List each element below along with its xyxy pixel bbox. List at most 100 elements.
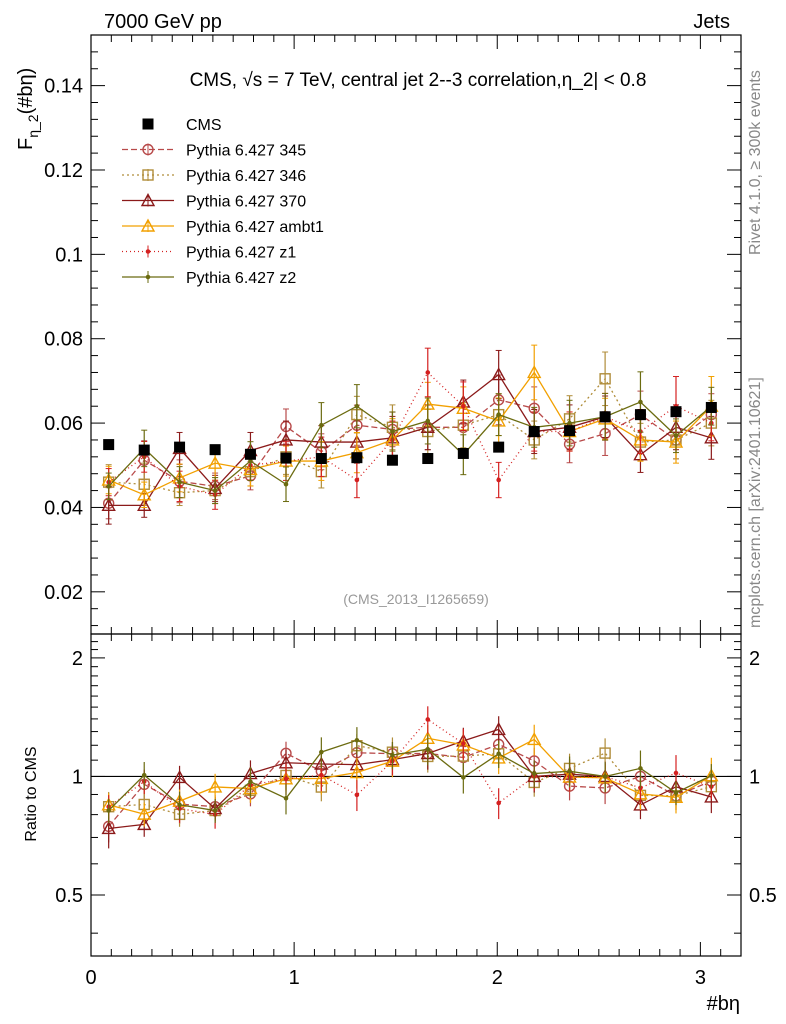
ratio-series-pythia-6.427-z2 (106, 727, 714, 823)
y-axis-label-sub: η_2 (25, 114, 41, 138)
ratio-point (319, 749, 324, 755)
ratio-plot-series (101, 706, 719, 849)
ratio-plot-frame (90, 633, 742, 957)
cms-data-point (670, 406, 682, 418)
cms-data-point (315, 453, 327, 465)
cms-data-point (493, 441, 505, 453)
ratio-point (106, 808, 111, 813)
ratio-point (527, 732, 542, 746)
ratio-point (709, 773, 714, 778)
y-tick-label: 0.14 (44, 76, 83, 98)
ratio-point (207, 779, 223, 793)
cms-data-point (634, 409, 646, 421)
main-plot-series (101, 344, 719, 525)
y-tick-label: 0.06 (44, 413, 83, 435)
ratio-point (638, 766, 643, 771)
y-tick-label: 0.04 (44, 497, 83, 519)
legend-marker (140, 193, 156, 207)
y-tick-label: 0.08 (44, 329, 83, 351)
ratio-point (283, 795, 289, 801)
cms-data-point (564, 425, 576, 437)
series-pythia-6.427-346 (102, 351, 718, 507)
legend-marker (140, 218, 156, 232)
main-plot-axes: 0.02 0.04 0.06 0.08 0.1 0.12 0.14 (44, 34, 742, 635)
ratio-plot-axes: 0 1 2 3 0.5 0.5 1 1 2 2 (55, 633, 777, 989)
ratio-series-line (108, 718, 712, 816)
data-point (527, 365, 542, 379)
ratio-point (212, 808, 218, 813)
data-point (212, 488, 218, 493)
ratio-point (567, 768, 572, 774)
data-point (177, 479, 182, 485)
ratio-point (283, 776, 289, 782)
ratio-point (461, 741, 466, 746)
series-line (108, 371, 712, 496)
legend-marker (142, 169, 154, 181)
ratio-point (602, 774, 608, 779)
y-tick-label: 0.12 (44, 160, 83, 182)
y-tick-label: 0.02 (44, 582, 83, 604)
legend-marker (142, 118, 154, 130)
data-point (425, 370, 431, 375)
ratio-point (390, 752, 395, 758)
x-axis-label: #bη (707, 993, 740, 1015)
ratio-point (177, 802, 182, 808)
cms-data-point (457, 447, 469, 459)
ratio-point (496, 751, 501, 757)
data-point (491, 367, 506, 381)
ratio-axis-label: Ratio to CMS (23, 746, 40, 841)
legend-entry: CMS (142, 117, 222, 134)
legend-marker (142, 143, 154, 156)
cms-data-point (280, 452, 292, 464)
data-point (137, 487, 152, 501)
ratio-point (461, 775, 466, 780)
series-pythia-6.427-z2 (105, 371, 715, 505)
legend-label: Pythia 6.427 ambt1 (186, 219, 324, 236)
ratio-point (137, 806, 152, 820)
ratio-point (531, 771, 537, 776)
ratio-tick-label-right: 2 (749, 648, 760, 670)
ratio-point (354, 792, 360, 798)
legend-label: Pythia 6.427 346 (186, 168, 306, 185)
ratio-point (137, 816, 152, 831)
data-point (496, 412, 501, 417)
ratio-point (248, 779, 253, 785)
cms-data-point (174, 441, 186, 453)
y-axis-label-arg: (#bη) (15, 68, 37, 115)
ratio-point (425, 746, 431, 752)
legend-marker (145, 249, 151, 254)
data-point (673, 433, 679, 439)
cms-data-point (422, 453, 434, 465)
series-pythia-6.427-345 (102, 374, 718, 520)
series-line (108, 377, 712, 494)
cms-data-point (351, 452, 363, 464)
legend-entry: Pythia 6.427 345 (122, 143, 306, 160)
ratio-series-line (108, 739, 712, 812)
ratio-point (673, 770, 679, 776)
y-axis-label: Fη_2(#bη) (15, 68, 41, 150)
ratio-tick-label-right: 0.5 (749, 885, 777, 907)
data-point (599, 373, 611, 385)
ratio-series-pythia-6.427-346 (102, 734, 718, 827)
cms-data-point (244, 448, 256, 460)
series-line (108, 401, 712, 492)
rivet-version-label: Rivet 4.1.0, ≥ 300k events (747, 70, 764, 255)
ratio-series-line (108, 728, 712, 830)
svg-text:Fη_2(#bη): Fη_2(#bη) (15, 68, 41, 150)
x-tick-label: 2 (492, 967, 503, 989)
y-tick-label: 0.1 (55, 244, 83, 266)
cms-data-point (705, 401, 717, 413)
data-point (638, 399, 643, 405)
ratio-point (496, 800, 501, 806)
ratio-point (425, 717, 431, 722)
ratio-series-pythia-6.427-ambt1 (101, 724, 719, 827)
legend-label: CMS (186, 117, 222, 134)
data-point (106, 484, 111, 489)
cms-data-point (138, 444, 150, 456)
ratio-point (491, 721, 506, 736)
legend: CMS Pythia 6.427 345 Pythia 6.427 346 Pythi… (122, 117, 324, 287)
ratio-tick-label-left: 2 (72, 648, 83, 670)
y-axis-label-main: F (15, 138, 37, 150)
legend-entry: Pythia 6.427 z2 (122, 270, 296, 287)
plot-title: CMS, √s = 7 TeV, central jet 2--3 correl… (190, 70, 647, 91)
